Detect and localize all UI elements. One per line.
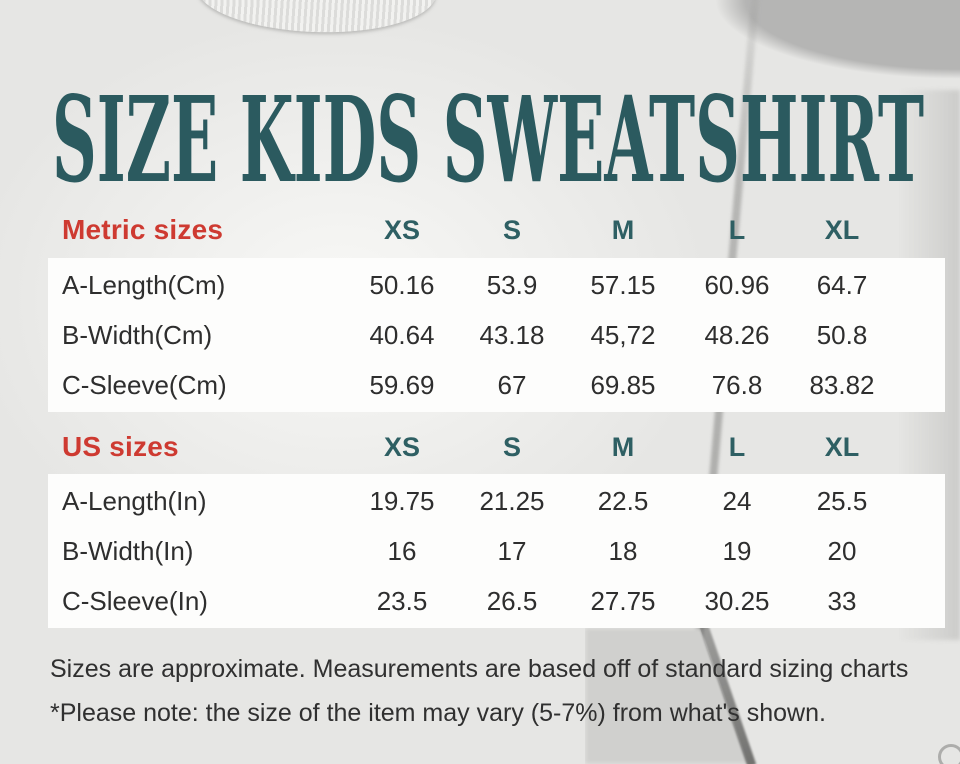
measurement-value: 50.16 — [369, 269, 435, 300]
size-col-xl: XL — [824, 431, 860, 462]
page-title: SIZE KIDS SWEATSHIRT — [52, 70, 924, 200]
table-row-b-width-in: B-Width(In) 16 17 18 19 20 — [48, 526, 945, 576]
metric-header-row: Metric sizes XS S M L XL — [48, 210, 945, 250]
measurement-value: 19 — [722, 535, 752, 566]
measurement-value: 33 — [827, 585, 857, 616]
measurement-value: 22.5 — [597, 485, 649, 516]
row-label: C-Sleeve(In) — [62, 585, 208, 616]
measurement-value: 69.85 — [590, 369, 656, 400]
measurement-value: 67 — [497, 369, 527, 400]
size-col-l: L — [728, 214, 746, 245]
row-label: B-Width(Cm) — [62, 319, 213, 350]
footnote-approximate: Sizes are approximate. Measurements are … — [50, 655, 909, 683]
measurement-value: 53.9 — [486, 269, 538, 300]
sweatshirt-collar — [194, 0, 438, 37]
metric-sizes-label: Metric sizes — [62, 214, 224, 245]
size-col-l: L — [728, 431, 746, 462]
table-row-a-length-cm: A-Length(Cm) 50.16 53.9 57.15 60.96 64.7 — [48, 260, 945, 310]
measurement-value: 23.5 — [376, 585, 428, 616]
us-header-row: US sizes XS S M L XL — [48, 427, 945, 467]
measurement-value: 83.82 — [809, 369, 875, 400]
measurement-value: 25.5 — [816, 485, 868, 516]
measurement-value: 43.18 — [479, 319, 545, 350]
measurement-value: 24 — [722, 485, 752, 516]
footnote-variance: *Please note: the size of the item may v… — [50, 699, 826, 727]
size-col-xs: XS — [383, 214, 421, 245]
table-row-a-length-in: A-Length(In) 19.75 21.25 22.5 24 25.5 — [48, 476, 945, 526]
measurement-value: 48.26 — [704, 319, 770, 350]
corner-ring-mark — [938, 744, 960, 764]
title-banner: SIZE KIDS SWEATSHIRT — [52, 70, 924, 200]
row-label: A-Length(Cm) — [62, 269, 226, 300]
us-sizes-label: US sizes — [62, 431, 179, 462]
measurement-value: 17 — [497, 535, 527, 566]
table-row-c-sleeve-in: C-Sleeve(In) 23.5 26.5 27.75 30.25 33 — [48, 576, 945, 626]
measurement-value: 59.69 — [369, 369, 435, 400]
measurement-value: 26.5 — [486, 585, 538, 616]
measurement-value: 60.96 — [704, 269, 770, 300]
measurement-value: 27.75 — [590, 585, 656, 616]
table-row-b-width-cm: B-Width(Cm) 40.64 43.18 45,72 48.26 50.8 — [48, 310, 945, 360]
size-col-s: S — [502, 431, 521, 462]
measurement-value: 16 — [387, 535, 417, 566]
size-col-xs: XS — [383, 431, 421, 462]
measurement-value: 19.75 — [369, 485, 435, 516]
measurement-value: 18 — [608, 535, 638, 566]
measurement-value: 50.8 — [816, 319, 868, 350]
size-col-m: M — [611, 214, 635, 245]
measurement-value: 20 — [827, 535, 857, 566]
measurement-value: 76.8 — [711, 369, 763, 400]
measurement-value: 45,72 — [590, 319, 656, 350]
us-table: A-Length(In) 19.75 21.25 22.5 24 25.5 B-… — [48, 474, 945, 628]
measurement-value: 21.25 — [479, 485, 545, 516]
row-label: C-Sleeve(Cm) — [62, 369, 227, 400]
measurement-value: 57.15 — [590, 269, 656, 300]
metric-table: A-Length(Cm) 50.16 53.9 57.15 60.96 64.7… — [48, 258, 945, 412]
measurement-value: 64.7 — [816, 269, 868, 300]
row-label: A-Length(In) — [62, 485, 207, 516]
measurement-value: 30.25 — [704, 585, 770, 616]
size-col-s: S — [502, 214, 521, 245]
table-row-c-sleeve-cm: C-Sleeve(Cm) 59.69 67 69.85 76.8 83.82 — [48, 360, 945, 410]
measurement-value: 40.64 — [369, 319, 435, 350]
row-label: B-Width(In) — [62, 535, 194, 566]
size-col-xl: XL — [824, 214, 860, 245]
size-col-m: M — [611, 431, 635, 462]
